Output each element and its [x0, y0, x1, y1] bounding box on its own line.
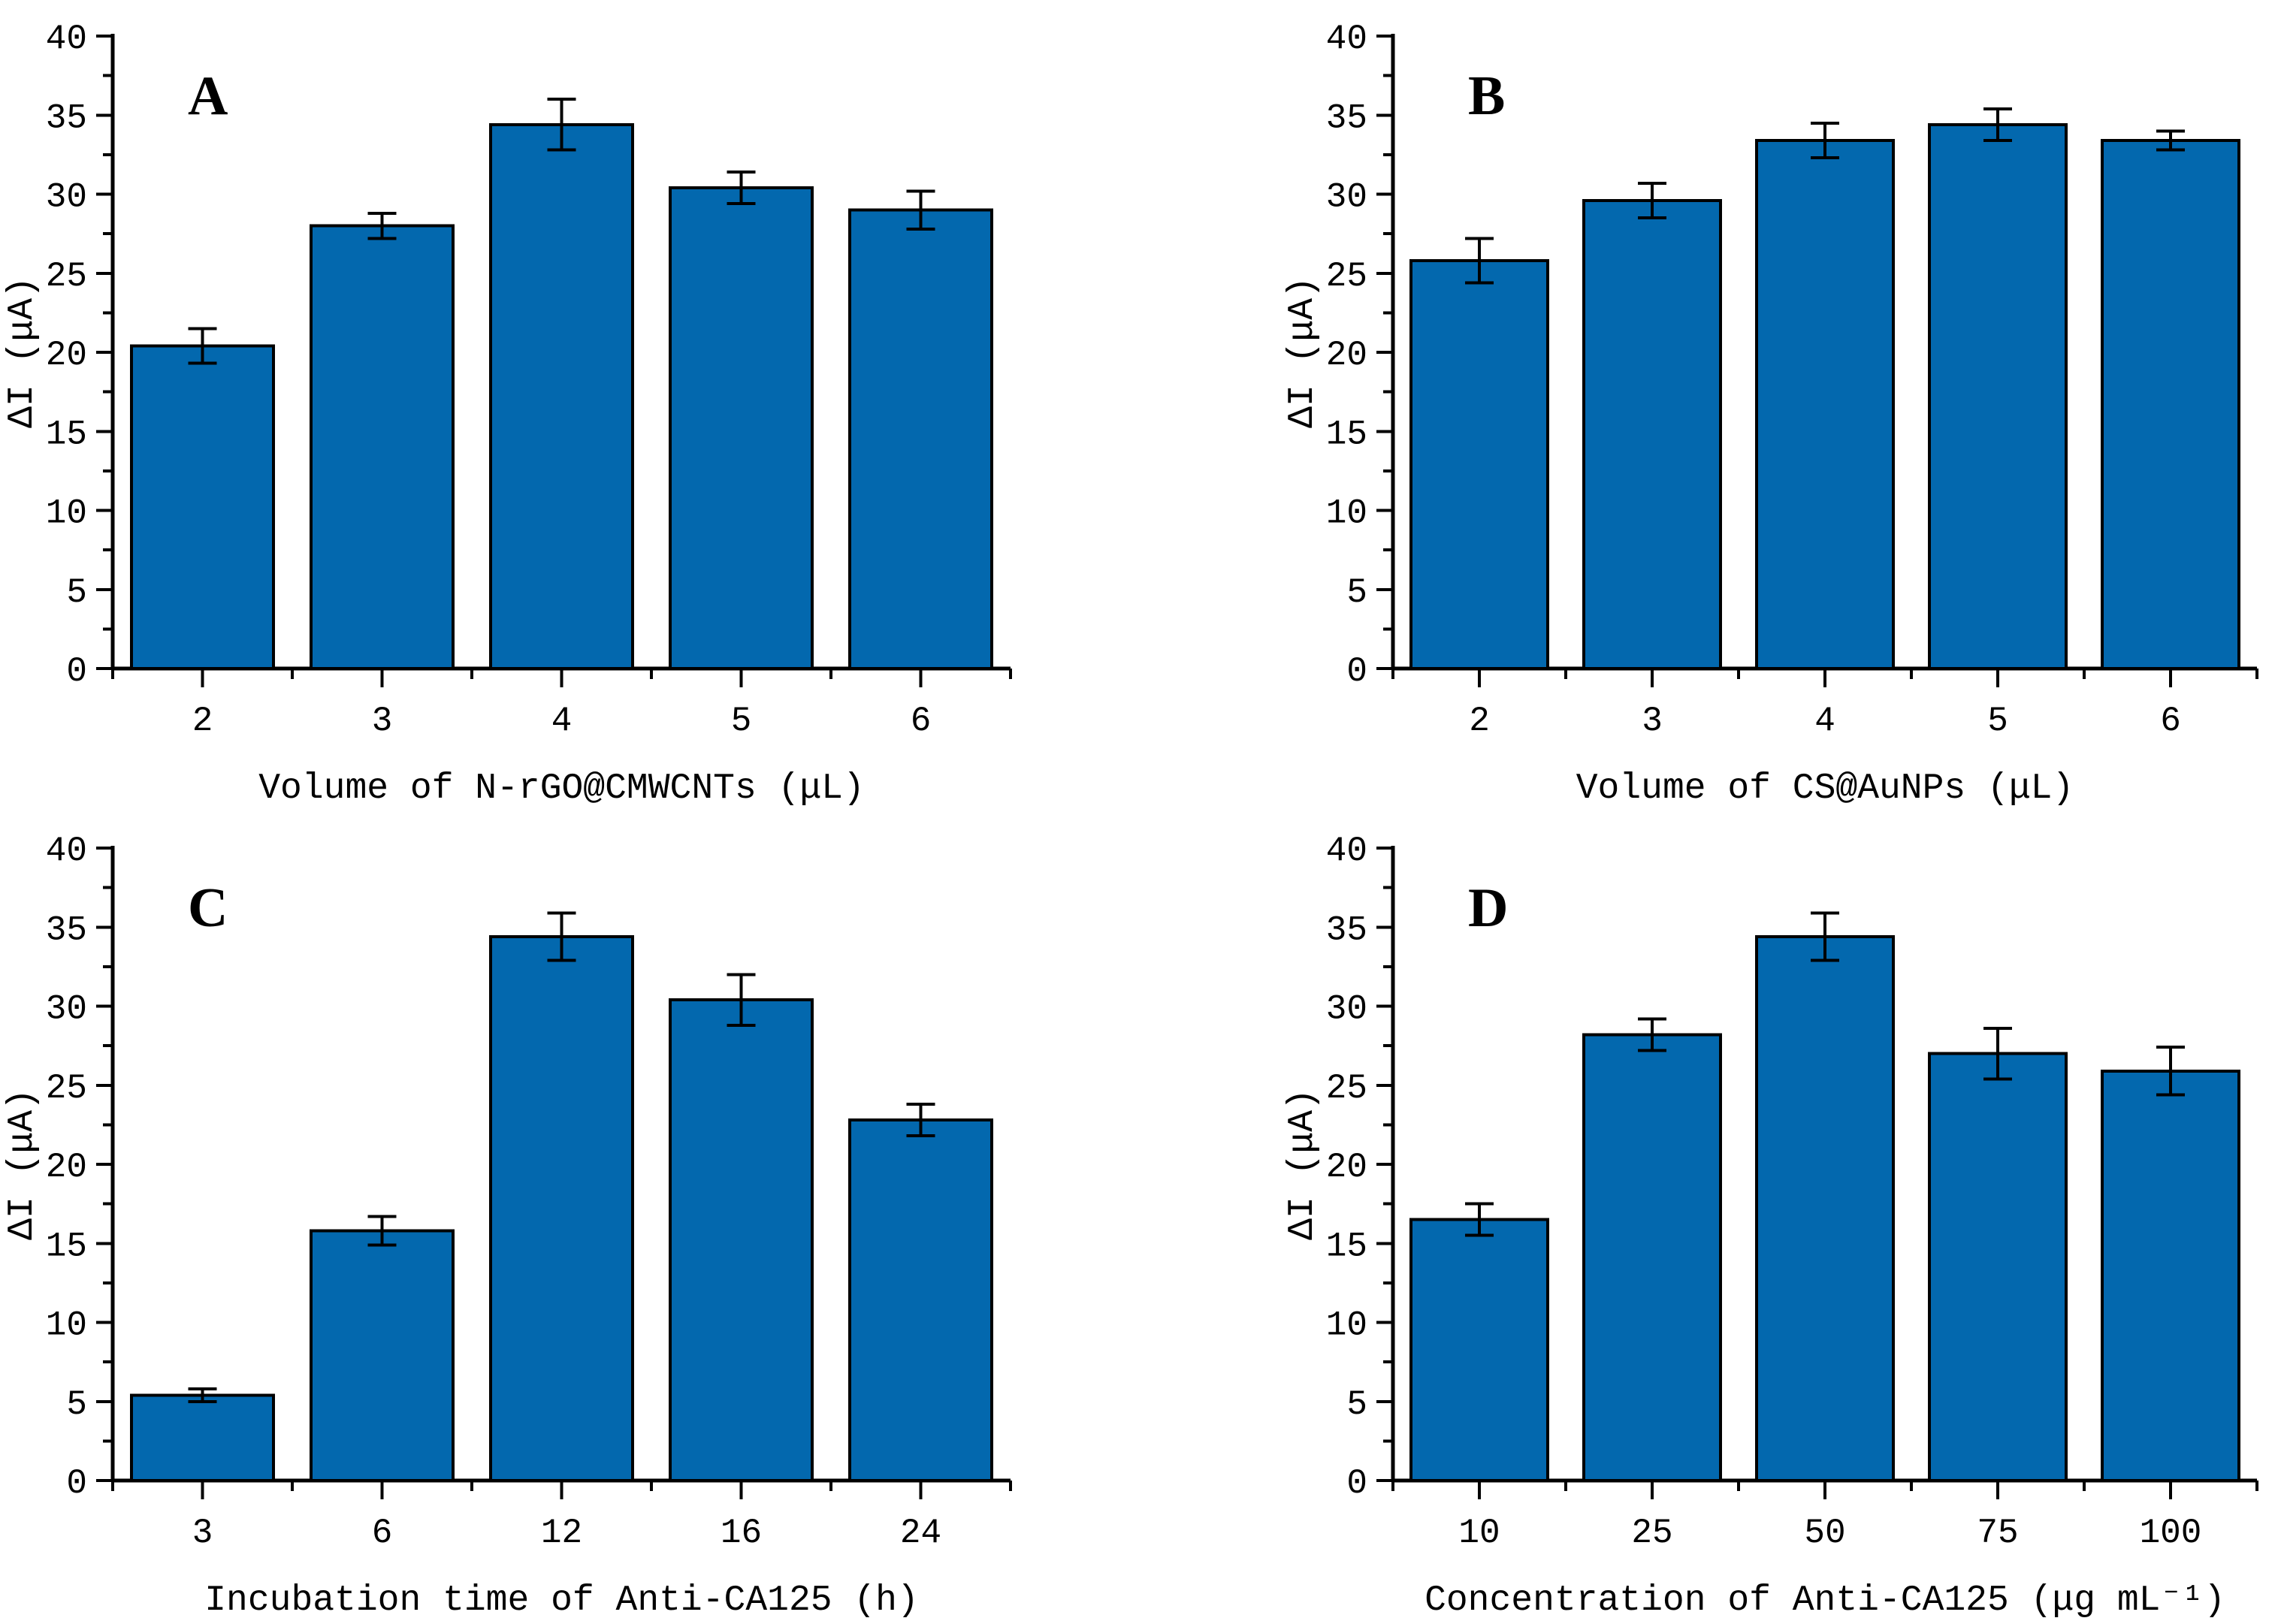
y-tick-label: 40 — [1326, 832, 1367, 871]
y-tick-label: 35 — [1326, 98, 1367, 137]
y-axis-title: ΔI (μA) — [2, 276, 43, 428]
x-tick-label: 16 — [721, 1514, 762, 1553]
y-tick-label: 30 — [1326, 990, 1367, 1029]
x-tick-label: 4 — [1814, 702, 1835, 741]
bar — [669, 998, 814, 1482]
x-tick-label: 3 — [372, 702, 393, 741]
x-axis-title: Volume of N-rGO@CMWCNTs (μL) — [258, 768, 865, 809]
panel-letter: D — [1468, 877, 1508, 939]
y-tick-label: 15 — [46, 415, 87, 454]
bar — [1409, 258, 1549, 671]
y-tick-label: 40 — [46, 20, 87, 59]
bar — [1409, 1218, 1549, 1482]
bar — [489, 122, 634, 670]
y-tick-label: 10 — [46, 494, 87, 533]
y-tick-label: 20 — [1326, 336, 1367, 375]
x-tick-label: 12 — [541, 1514, 582, 1553]
x-tick-label: 50 — [1804, 1514, 1845, 1553]
x-tick-label: 100 — [2140, 1514, 2202, 1553]
bar — [310, 224, 455, 671]
y-tick-label: 10 — [1326, 494, 1367, 533]
bar — [2101, 138, 2240, 670]
chart-panel-1: 0 5 10 15 20 25 30 35 40 2 3 4 5 6 A Volume of N-rGO@CM… — [2, 20, 1012, 809]
bar — [848, 1118, 993, 1482]
y-tick-label: 15 — [1326, 1227, 1367, 1266]
bar — [310, 1229, 455, 1482]
x-tick-label: 5 — [1987, 702, 2008, 741]
x-axis-title: Concentration of Anti-CA125 (μg mL⁻¹) — [1425, 1580, 2225, 1621]
y-tick-label: 5 — [66, 573, 87, 612]
x-tick-label: 10 — [1458, 1514, 1500, 1553]
y-tick-label: 5 — [66, 1385, 87, 1424]
x-tick-label: 25 — [1631, 1514, 1672, 1553]
y-tick-label: 20 — [1326, 1148, 1367, 1187]
chart-panel-3: 0 5 10 15 20 25 30 35 40 3 6 12 16 24 C Incubation time… — [2, 832, 1012, 1621]
y-tick-label: 40 — [46, 832, 87, 871]
y-tick-label: 20 — [46, 336, 87, 375]
x-tick-label: 3 — [192, 1514, 213, 1553]
y-tick-label: 30 — [46, 178, 87, 217]
bar — [848, 208, 993, 670]
x-tick-label: 75 — [1977, 1514, 2018, 1553]
bar — [130, 1393, 275, 1483]
x-tick-label: 6 — [372, 1514, 393, 1553]
bar — [130, 344, 275, 670]
x-tick-label: 24 — [900, 1514, 941, 1553]
x-tick-label: 5 — [731, 702, 752, 741]
y-tick-label: 0 — [1346, 652, 1367, 691]
x-tick-label: 6 — [2160, 702, 2181, 741]
bar — [1928, 1052, 2068, 1482]
y-tick-label: 25 — [46, 1069, 87, 1108]
y-axis-title: ΔI (μA) — [2, 1088, 43, 1240]
y-tick-label: 35 — [46, 98, 87, 137]
y-tick-label: 25 — [1326, 257, 1367, 296]
chart-panel-4: 0 5 10 15 20 25 30 35 40 10 25 50 75 100 D Concentratio… — [1283, 832, 2258, 1621]
x-tick-label: 4 — [551, 702, 573, 741]
y-tick-label: 30 — [46, 990, 87, 1029]
y-tick-label: 25 — [1326, 1069, 1367, 1108]
bar — [489, 934, 634, 1482]
x-axis-title: Incubation time of Anti-CA125 (h) — [204, 1580, 919, 1621]
x-tick-label: 2 — [1469, 702, 1490, 741]
y-tick-label: 5 — [1346, 573, 1367, 612]
bar — [1582, 1033, 1722, 1482]
y-tick-label: 0 — [66, 1464, 87, 1503]
chart-panel-2: 0 5 10 15 20 25 30 35 40 2 3 4 5 6 B Volume of CS@AuNPs… — [1283, 20, 2258, 809]
y-tick-label: 15 — [46, 1227, 87, 1266]
panel-letter: C — [188, 877, 228, 939]
bar — [669, 186, 814, 670]
y-tick-label: 35 — [1326, 910, 1367, 949]
bar — [1928, 122, 2068, 670]
y-tick-label: 10 — [46, 1306, 87, 1345]
y-axis-title: ΔI (μA) — [1283, 276, 1323, 428]
bar — [1582, 198, 1722, 671]
panel-letter: B — [1468, 65, 1505, 127]
y-tick-label: 35 — [46, 910, 87, 949]
bar — [1755, 138, 1895, 670]
y-axis-title: ΔI (μA) — [1283, 1088, 1323, 1240]
y-tick-label: 20 — [46, 1148, 87, 1187]
y-tick-label: 40 — [1326, 20, 1367, 59]
x-tick-label: 3 — [1642, 702, 1663, 741]
y-tick-label: 5 — [1346, 1385, 1367, 1424]
y-tick-label: 30 — [1326, 178, 1367, 217]
y-tick-label: 0 — [66, 652, 87, 691]
panel-letter: A — [188, 65, 228, 127]
y-tick-label: 25 — [46, 257, 87, 296]
bar — [1755, 934, 1895, 1482]
x-tick-label: 2 — [192, 702, 213, 741]
y-tick-label: 15 — [1326, 415, 1367, 454]
x-tick-label: 6 — [911, 702, 932, 741]
x-axis-title: Volume of CS@AuNPs (μL) — [1576, 768, 2074, 809]
y-tick-label: 10 — [1326, 1306, 1367, 1345]
bar — [2101, 1069, 2240, 1482]
y-tick-label: 0 — [1346, 1464, 1367, 1503]
